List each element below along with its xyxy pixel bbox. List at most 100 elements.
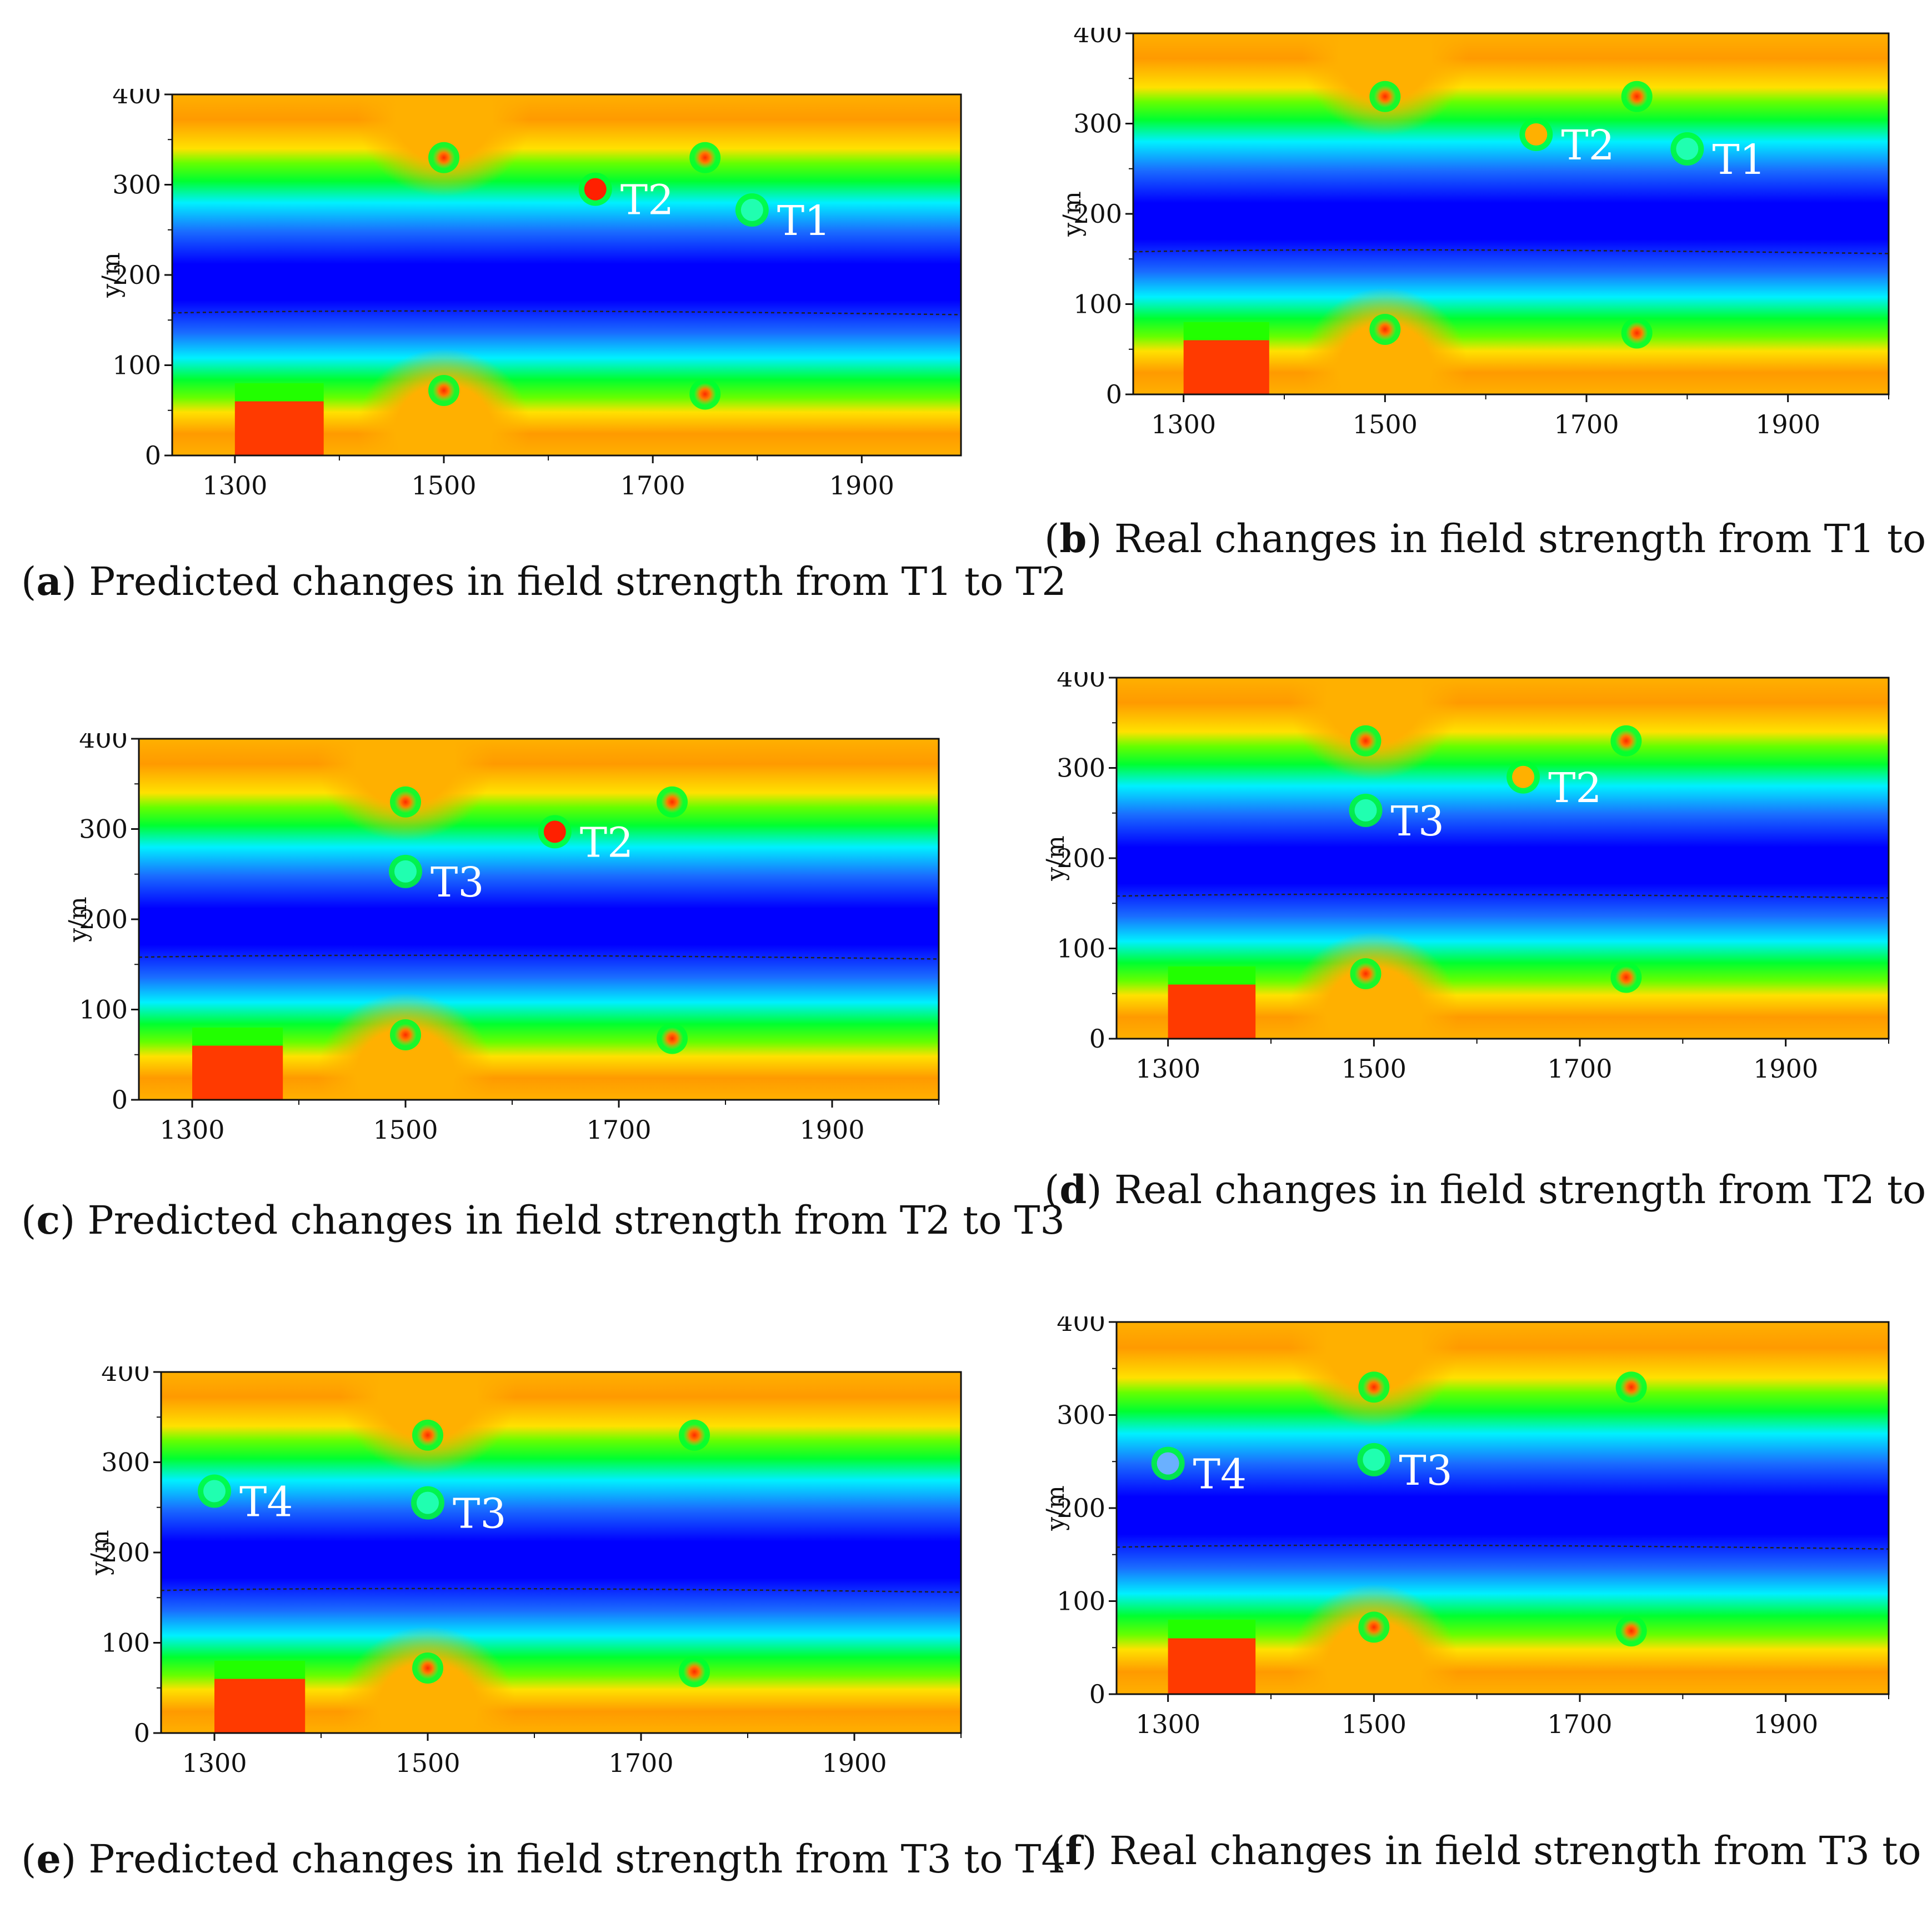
chart-panel-a: T2 T1 0 100 200 300 400 1300 1500 1700 1900 y/m — [83, 79, 972, 511]
marker-label-t3-d: T3 — [1391, 798, 1444, 845]
hotspot-d-1 — [1615, 729, 1638, 752]
x-tick-label-f-1: 1500 — [1342, 1709, 1407, 1739]
marker-t2-d — [1512, 765, 1535, 788]
boundary-line-f — [1117, 1544, 1889, 1550]
plot-area-c — [139, 739, 939, 1100]
x-tick-label-f-3: 1900 — [1753, 1709, 1818, 1739]
chart-b: T2 T1 0 100 200 300 400 1300 1500 1700 1900 y/m — [1058, 18, 1890, 439]
marker-t4-e — [203, 1480, 226, 1503]
y-tick-label-d-1: 100 — [1057, 934, 1105, 964]
marker-t2-b — [1525, 123, 1548, 146]
plot-area-f — [1117, 1322, 1889, 1694]
hotspot-e-1 — [683, 1424, 705, 1446]
marker-label-t3-e: T3 — [453, 1490, 506, 1538]
marker-t4-f — [1157, 1452, 1179, 1475]
x-tick-label-b-1: 1500 — [1353, 409, 1418, 439]
x-tick-label-d-0: 1300 — [1135, 1054, 1200, 1084]
hotspot-e-0 — [417, 1424, 439, 1446]
x-tick-label-f-2: 1700 — [1547, 1709, 1612, 1739]
marker-label-t3-f: T3 — [1399, 1447, 1452, 1495]
caption-text-e: Predicted changes in field strength from… — [88, 1836, 1066, 1882]
y-tick-label-a-0: 0 — [145, 440, 161, 470]
x-tick-label-f-0: 1300 — [1135, 1709, 1200, 1739]
chart-panel-f: T4 T3 0 100 200 300 400 1300 1500 1700 1900 y/m — [1028, 1307, 1900, 1750]
marker-t2-a — [584, 178, 607, 201]
y-axis-label-c: y/m — [64, 897, 92, 942]
y-tick-label-a-1: 100 — [112, 350, 161, 380]
x-tick-label-c-1: 1500 — [373, 1115, 438, 1145]
marker-label-t2-d: T2 — [1548, 764, 1601, 812]
y-tick-label-e-3: 300 — [101, 1448, 150, 1478]
x-tick-label-e-3: 1900 — [822, 1748, 887, 1778]
y-tick-label-f-0: 0 — [1089, 1679, 1105, 1709]
x-tick-label-b-2: 1700 — [1554, 409, 1619, 439]
marker-t2-c — [543, 820, 566, 843]
plot-area-a — [172, 94, 961, 455]
hotspot-d-0 — [1354, 729, 1377, 752]
y-tick-label-e-4: 400 — [101, 1366, 150, 1387]
y-axis-label-e: y/m — [86, 1530, 114, 1575]
hotspot-b-0 — [1374, 85, 1397, 108]
chart-panel-d: T2 T3 0 100 200 300 400 1300 1500 1700 1900 y/m — [1028, 663, 1900, 1094]
station-base-f — [1168, 1638, 1256, 1694]
x-tick-label-b-3: 1900 — [1755, 409, 1820, 439]
hotspot-c-0 — [394, 790, 417, 813]
station-base-b — [1183, 340, 1269, 394]
y-tick-label-b-2: 200 — [1073, 199, 1122, 229]
caption-d: (d) Real changes in field strength from … — [1044, 1166, 1932, 1213]
hotspot-a-3 — [694, 383, 717, 405]
boundary-line-b — [1133, 249, 1889, 254]
chart-e: T4 T3 0 100 200 300 400 1300 1500 1700 1900 y/m — [86, 1357, 962, 1778]
caption-e: (e) Predicted changes in field strength … — [21, 1836, 1066, 1882]
caption-text-c: Predicted changes in field strength from… — [87, 1198, 1065, 1243]
y-tick-label-d-2: 200 — [1057, 843, 1105, 873]
caption-c: (c) Predicted changes in field strength … — [21, 1197, 1065, 1243]
y-tick-label-a-4: 400 — [112, 89, 161, 109]
y-tick-label-b-3: 300 — [1073, 109, 1122, 139]
caption-letter-c: c — [36, 1197, 60, 1243]
y-tick-label-e-2: 200 — [101, 1538, 150, 1568]
station-top-c — [192, 1028, 283, 1046]
hotspot-b-1 — [1625, 85, 1648, 108]
chart-d: T2 T3 0 100 200 300 400 1300 1500 1700 1900 y/m — [1042, 663, 1890, 1084]
caption-letter-f: f — [1065, 1827, 1082, 1874]
marker-label-t2-b: T2 — [1561, 122, 1614, 169]
caption-b: (b) Real changes in field strength from … — [1044, 515, 1932, 562]
station-base-c — [192, 1045, 283, 1100]
station-top-d — [1168, 966, 1256, 985]
plot-area-d — [1117, 678, 1889, 1039]
station-top-a — [234, 383, 324, 402]
marker-t1-a — [740, 199, 763, 221]
y-axis-label-b: y/m — [1058, 191, 1087, 237]
chart-f: T4 T3 0 100 200 300 400 1300 1500 1700 1900 y/m — [1042, 1307, 1890, 1739]
x-tick-label-d-3: 1900 — [1753, 1054, 1818, 1084]
x-tick-label-c-0: 1300 — [159, 1115, 224, 1145]
plot-area-b — [1133, 33, 1889, 394]
hotspot-c-3 — [661, 1027, 683, 1050]
hotspot-f-1 — [1620, 1376, 1643, 1399]
hotspot-c-2 — [394, 1024, 417, 1046]
y-tick-label-c-4: 400 — [79, 733, 128, 754]
y-tick-label-a-2: 200 — [112, 260, 161, 290]
hotspot-a-1 — [694, 146, 717, 169]
hotspot-f-2 — [1363, 1616, 1385, 1639]
caption-text-f: Real changes in field strength from T3 t… — [1109, 1828, 1932, 1874]
plot-area-e — [161, 1372, 961, 1733]
chart-panel-b: T2 T1 0 100 200 300 400 1300 1500 1700 1900 y/m — [1044, 18, 1900, 450]
marker-label-t2-c: T2 — [580, 819, 633, 867]
marker-t3-e — [417, 1491, 439, 1514]
y-axis-label-d: y/m — [1042, 835, 1070, 881]
hotspot-b-3 — [1625, 322, 1648, 344]
caption-a: (a) Predicted changes in field strength … — [21, 558, 1067, 604]
hotspot-d-2 — [1354, 963, 1377, 985]
caption-text-d: Real changes in field strength from T2 t… — [1114, 1167, 1932, 1213]
hotspot-d-3 — [1615, 966, 1638, 989]
chart-c: T2 T3 0 100 200 300 400 1300 1500 1700 1900 y/m — [64, 724, 940, 1145]
hotspot-a-2 — [433, 379, 456, 402]
station-top-e — [214, 1661, 306, 1679]
caption-letter-e: e — [36, 1836, 61, 1882]
marker-label-t4-e: T4 — [239, 1479, 293, 1526]
y-tick-label-e-0: 0 — [134, 1718, 150, 1748]
station-base-d — [1168, 984, 1256, 1039]
station-base-a — [234, 401, 324, 455]
